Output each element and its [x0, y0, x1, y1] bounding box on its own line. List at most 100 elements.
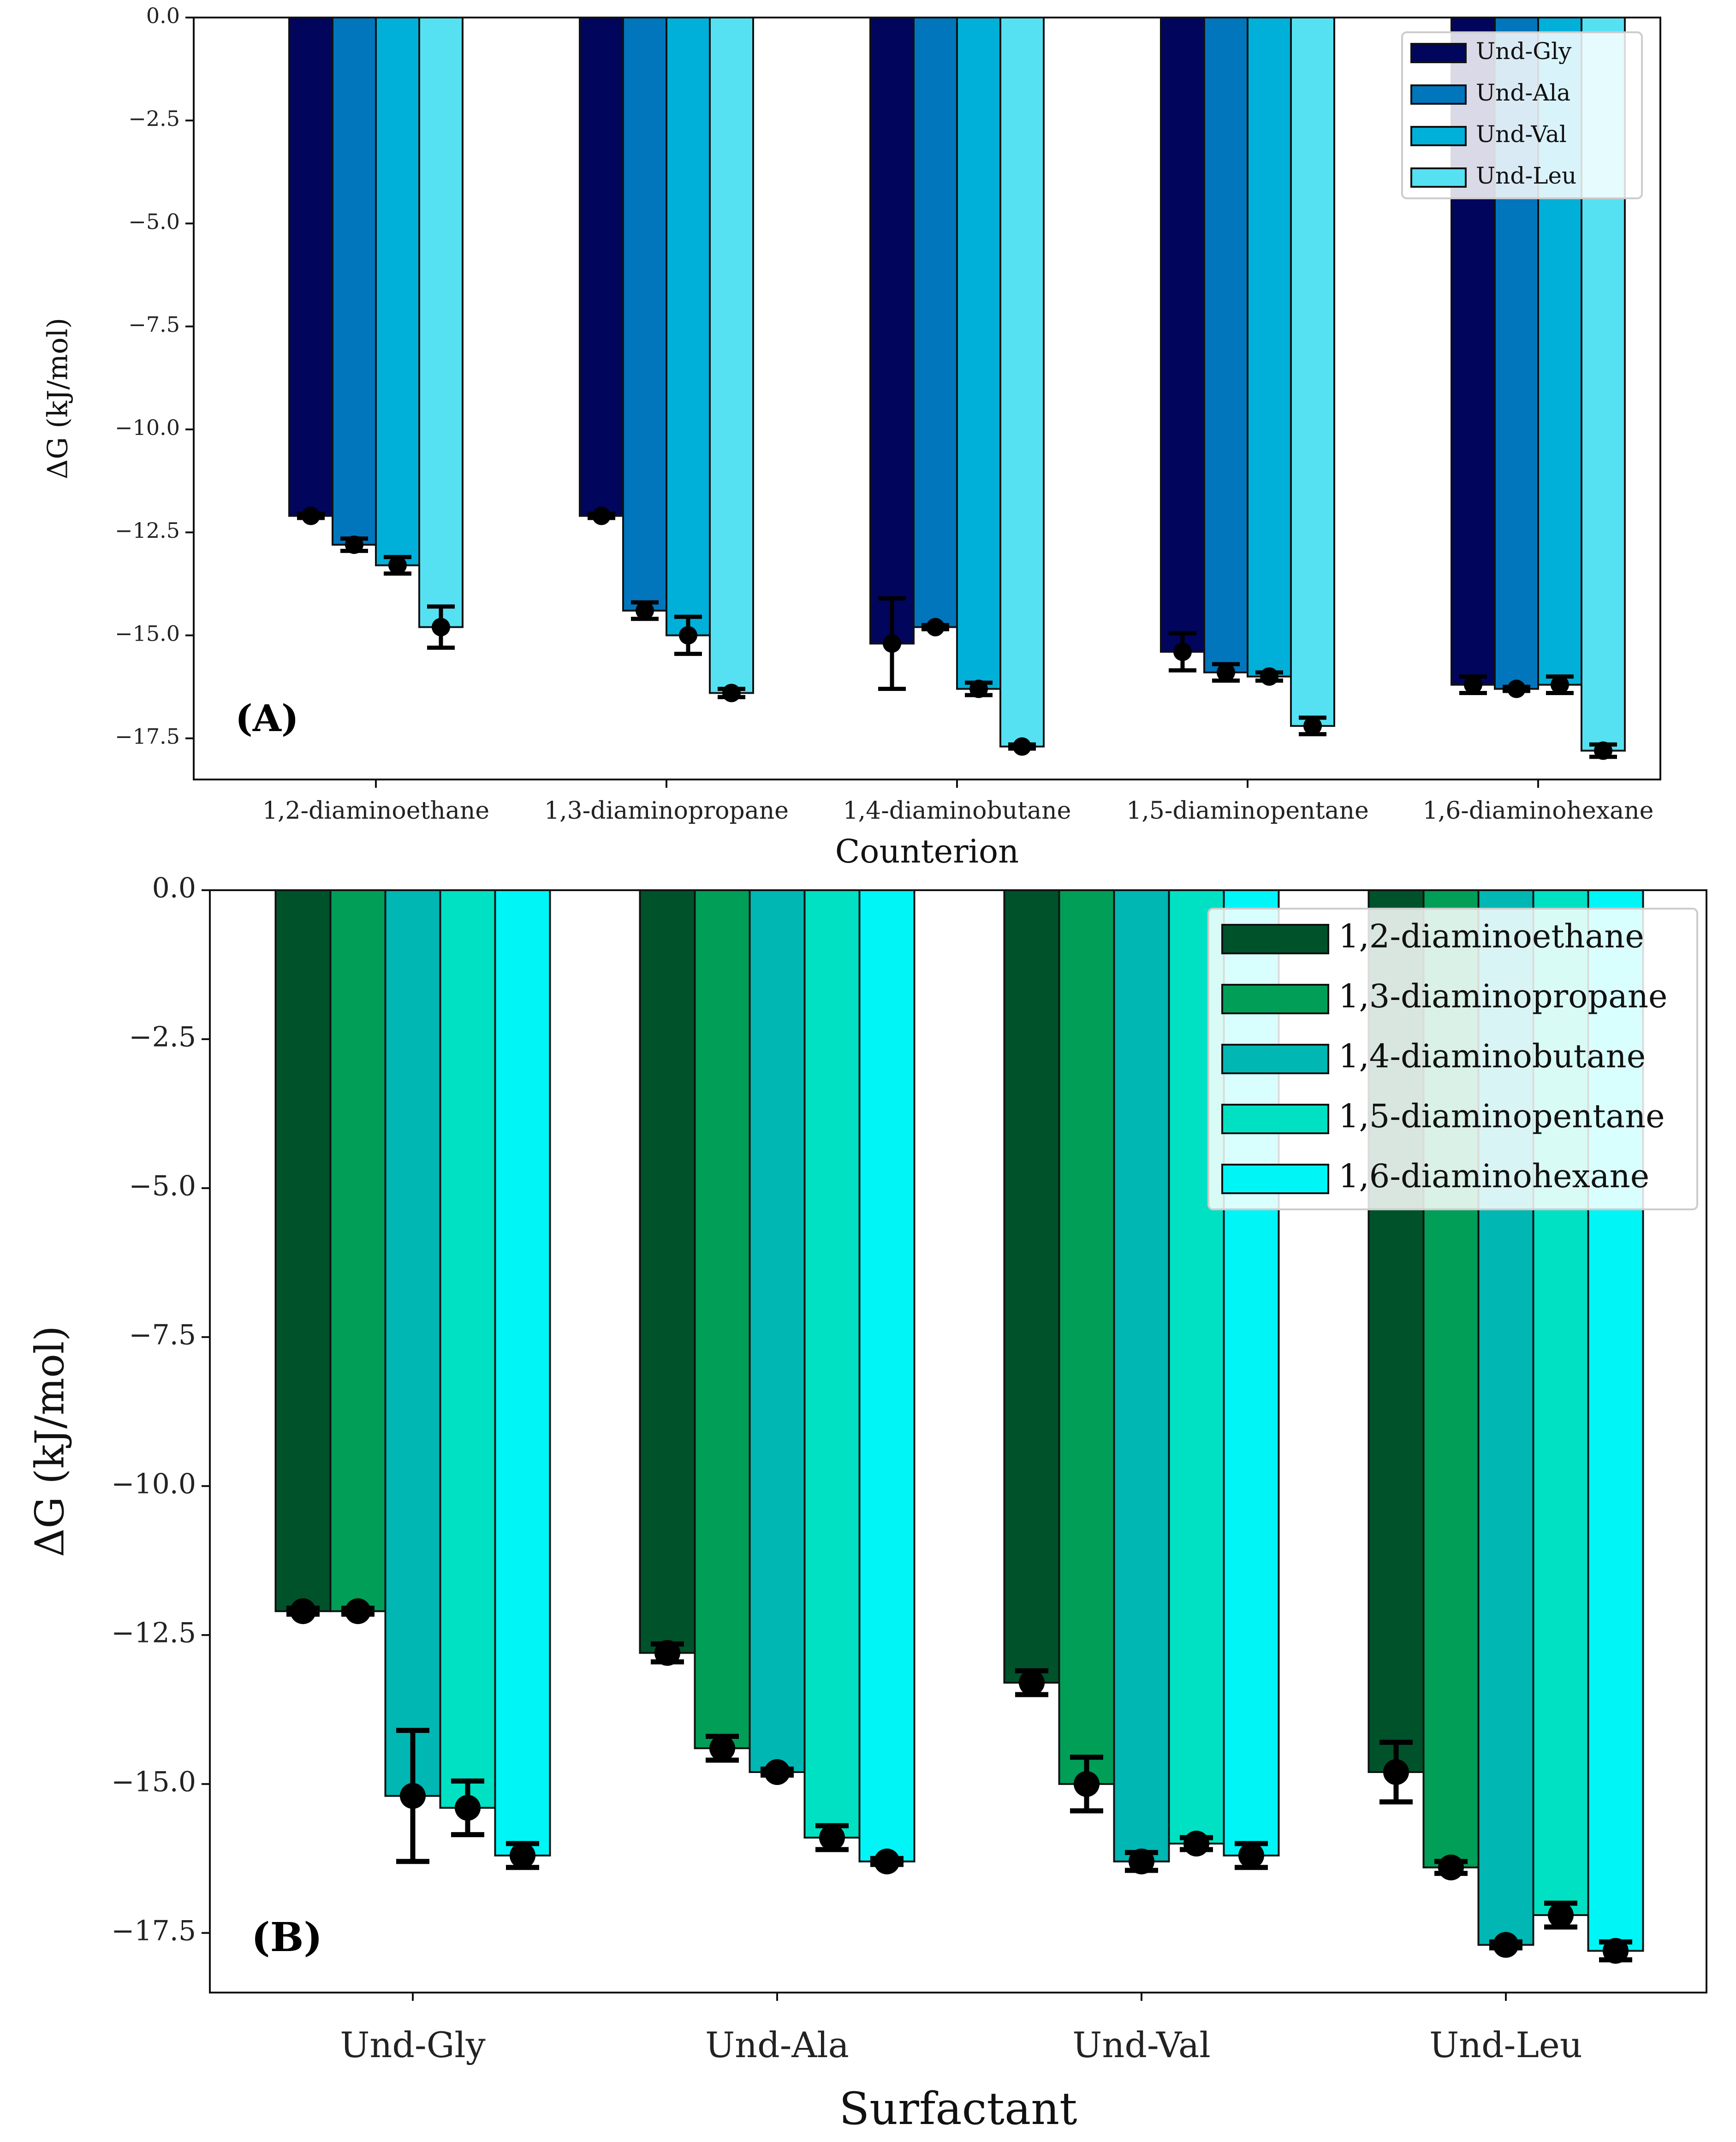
legend: Und-Gly Und-Ala Und-Val Und-Leu — [1401, 31, 1643, 199]
bar-und-ala-1-2-diaminoethane — [332, 17, 377, 546]
y-tick-label: −12.5 — [115, 518, 180, 543]
mean-marker-und-val-1-4-diaminobutane — [969, 679, 988, 698]
mean-marker-1-3-diaminopropane-und-gly — [345, 1598, 371, 1624]
mean-marker-1-2-diaminoethane-und-val — [1019, 1670, 1045, 1696]
mean-marker-1-5-diaminopentane-und-ala — [819, 1825, 845, 1851]
bar-1-4-diaminobutane-und-ala — [749, 889, 806, 1773]
x-axis: Und-Gly Und-Ala Und-Val Und-Leu — [340, 1993, 1582, 2065]
bar-und-val-1-3-diaminopropane — [666, 17, 711, 637]
y-tick-label: −15.0 — [111, 1766, 196, 1798]
plot-frame — [209, 889, 1707, 1993]
x-tick-label: 1,5-diaminopentane — [1126, 797, 1369, 825]
panel-a-chart: 0.0 −2.5 −5.0 −7.5 −10.0 −12.5 −15.0 −17.5 1,2-d… — [42, 3, 1661, 870]
mean-marker-und-leu-1-2-diaminoethane — [432, 618, 450, 637]
mean-marker-und-ala-1-6-diaminohexane — [1507, 679, 1526, 698]
legend-label-1-3-diaminopropane: 1,3-diaminopropane — [1338, 977, 1667, 1015]
error-bars-group — [286, 1598, 1632, 1964]
mean-marker-1-6-diaminohexane-und-ala — [874, 1848, 900, 1874]
bar-und-gly-1-3-diaminopropane — [579, 17, 624, 517]
bar-und-gly-1-2-diaminoethane — [288, 17, 333, 517]
mean-marker-und-gly-1-3-diaminopropane — [592, 506, 611, 525]
x-tick-label: Und-Leu — [1429, 2024, 1582, 2065]
y-tick-label: −2.5 — [128, 106, 180, 131]
error-bars-group — [297, 506, 1617, 760]
mean-marker-1-6-diaminohexane-und-val — [1238, 1842, 1264, 1868]
bar-und-leu-1-5-diaminopentane — [1290, 17, 1335, 727]
x-axis-title: Surfactant — [839, 2083, 1077, 2135]
y-tick-label: 0.0 — [152, 872, 196, 904]
bar-und-leu-1-4-diaminobutane — [999, 17, 1045, 748]
mean-marker-und-leu-1-4-diaminobutane — [1013, 737, 1031, 756]
bar-1-2-diaminoethane-und-ala — [639, 889, 696, 1654]
legend-swatch-1-3-diaminopropane — [1221, 984, 1329, 1014]
bar-und-gly-1-4-diaminobutane — [869, 17, 915, 645]
bar-und-leu-1-2-diaminoethane — [418, 17, 464, 628]
mean-marker-1-6-diaminohexane-und-gly — [510, 1842, 535, 1868]
mean-marker-1-4-diaminobutane-und-leu — [1493, 1932, 1519, 1958]
mean-marker-1-6-diaminohexane-und-leu — [1603, 1938, 1629, 1964]
bar-1-5-diaminopentane-und-gly — [439, 889, 496, 1809]
legend-swatch-1-4-diaminobutane — [1221, 1044, 1329, 1074]
mean-marker-und-gly-1-4-diaminobutane — [883, 634, 901, 653]
bar-und-ala-1-5-diaminopentane — [1203, 17, 1248, 673]
y-tick-label: −5.0 — [128, 209, 180, 234]
y-tick-label: −17.5 — [111, 1915, 196, 1947]
plot-frame — [193, 17, 1661, 780]
legend-label-1-5-diaminopentane: 1,5-diaminopentane — [1338, 1097, 1665, 1135]
legend-swatch-und-ala — [1410, 84, 1467, 105]
bar-1-3-diaminopropane-und-ala — [694, 889, 751, 1749]
bar-und-leu-1-3-diaminopropane — [709, 17, 754, 694]
mean-marker-und-gly-1-5-diaminopentane — [1173, 643, 1192, 661]
panel-label: (A) — [235, 696, 299, 740]
mean-marker-1-2-diaminoethane-und-gly — [290, 1598, 316, 1624]
y-tick-label: −12.5 — [111, 1617, 196, 1649]
x-tick-label: Und-Val — [1072, 2024, 1210, 2065]
y-tick-label: −10.0 — [115, 415, 180, 440]
x-tick-label: Und-Gly — [340, 2024, 485, 2065]
bar-und-ala-1-3-diaminopropane — [622, 17, 667, 612]
x-tick-label: Und-Ala — [705, 2024, 849, 2065]
y-axis: 0.0 −2.5 −5.0 −7.5 −10.0 −12.5 −15.0 −17.5 — [111, 872, 210, 1947]
mean-marker-1-5-diaminopentane-und-val — [1183, 1831, 1209, 1857]
bar-und-gly-1-5-diaminopentane — [1160, 17, 1205, 653]
mean-marker-und-val-1-3-diaminopropane — [679, 626, 697, 645]
bar-1-3-diaminopropane-und-gly — [329, 889, 386, 1612]
bar-und-val-1-5-diaminopentane — [1247, 17, 1292, 678]
y-tick-label: −15.0 — [115, 621, 180, 646]
mean-marker-1-5-diaminopentane-und-leu — [1548, 1902, 1574, 1928]
bar-1-4-diaminobutane-und-gly — [384, 889, 441, 1797]
y-tick-label: −10.0 — [111, 1468, 196, 1500]
mean-marker-1-4-diaminobutane-und-ala — [764, 1759, 790, 1785]
mean-marker-und-leu-1-3-diaminopropane — [722, 684, 741, 702]
mean-marker-1-2-diaminoethane-und-leu — [1383, 1759, 1409, 1785]
legend-label-und-ala: Und-Ala — [1476, 79, 1570, 106]
legend-label-und-leu: Und-Leu — [1476, 162, 1576, 189]
y-tick-label: −7.5 — [129, 1319, 196, 1351]
mean-marker-1-3-diaminopropane-und-val — [1074, 1771, 1100, 1797]
bar-1-2-diaminoethane-und-val — [1003, 889, 1060, 1684]
legend-swatch-und-gly — [1410, 43, 1467, 63]
y-axis-title: ΔG (kJ/mol) — [27, 1326, 73, 1557]
legend-box — [1401, 31, 1643, 199]
x-tick-label: 1,2-diaminoethane — [262, 797, 489, 825]
legend-swatch-1-6-diaminohexane — [1221, 1164, 1329, 1194]
mean-marker-und-gly-1-6-diaminohexane — [1464, 675, 1482, 694]
mean-marker-und-ala-1-5-diaminopentane — [1217, 663, 1235, 682]
mean-marker-1-3-diaminopropane-und-ala — [709, 1735, 735, 1761]
y-axis-title: ΔG (kJ/mol) — [42, 318, 74, 479]
mean-marker-1-4-diaminobutane-und-val — [1129, 1848, 1154, 1874]
legend-label-1-6-diaminohexane: 1,6-diaminohexane — [1338, 1157, 1649, 1195]
legend-swatch-und-val — [1410, 126, 1467, 146]
panel-label: (B) — [251, 1914, 322, 1961]
y-tick-label: −5.0 — [129, 1170, 196, 1202]
y-axis: 0.0 −2.5 −5.0 −7.5 −10.0 −12.5 −15.0 −17.5 — [115, 3, 194, 749]
y-tick-label: −7.5 — [128, 312, 180, 337]
bar-1-6-diaminohexane-und-gly — [494, 889, 551, 1856]
panel-b-chart: 0.0 −2.5 −5.0 −7.5 −10.0 −12.5 −15.0 −17.5 Und-G… — [27, 872, 1707, 2135]
mean-marker-1-3-diaminopropane-und-leu — [1438, 1854, 1464, 1880]
legend-swatch-1-5-diaminopentane — [1221, 1104, 1329, 1134]
bar-1-2-diaminoethane-und-gly — [274, 889, 332, 1612]
legend-swatch-1-2-diaminoethane — [1221, 924, 1329, 954]
mean-marker-1-2-diaminoethane-und-ala — [654, 1640, 680, 1666]
